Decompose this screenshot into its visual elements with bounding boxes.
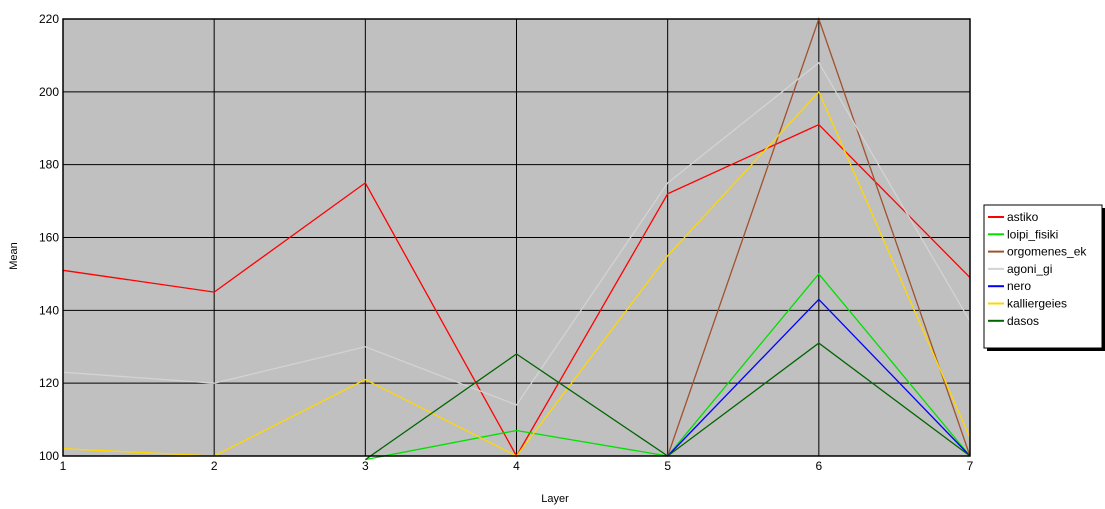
x-tick-label: 3 [362,459,369,473]
series-agoni-gi [62,61,971,406]
legend-label: nero [1007,279,1031,293]
y-tick-label: 200 [39,85,59,99]
y-tick-label: 160 [39,231,59,245]
y-tick-labels: 100 120 140 160 180 200 220 [39,12,59,463]
legend-label: agoni_gi [1007,262,1052,276]
x-tick-label: 4 [513,459,520,473]
legend-item: nero [988,279,1031,293]
series-line [62,61,971,406]
legend-item: dasos [988,314,1039,328]
legend-item: astiko [988,210,1039,224]
y-tick-label: 120 [39,376,59,390]
x-tick-label: 1 [60,459,67,473]
legend-label: dasos [1007,314,1039,328]
legend-item: kalliergeies [988,297,1067,311]
series-line [667,298,971,457]
plot-frame [62,18,971,457]
legend-item: orgomenes_ek [988,245,1087,259]
legend: astiko loipi_fisiki orgomenes_ek agoni_gine… [983,204,1105,351]
legend-label: kalliergeies [1007,297,1067,311]
x-tick-label: 5 [664,459,671,473]
legend-label: orgomenes_ek [1007,245,1087,259]
y-tick-label: 140 [39,303,59,317]
legend-item: loipi_fisiki [988,227,1058,241]
legend-label: loipi_fisiki [1007,227,1058,241]
y-tick-label: 180 [39,158,59,172]
x-axis-label: Layer [541,493,569,505]
series-nero [667,298,971,457]
x-tick-label: 6 [815,459,822,473]
x-tick-labels: 1 2 3 4 5 6 7 [60,459,974,473]
x-tick-label: 2 [211,459,218,473]
y-tick-label: 220 [39,12,59,26]
x-tick-label: 7 [967,459,974,473]
legend-label: astiko [1007,210,1039,224]
legend-box [983,204,1103,349]
y-axis-label: Mean [8,242,20,270]
legend-item: agoni_gi [988,262,1052,276]
y-tick-label: 100 [39,449,59,463]
